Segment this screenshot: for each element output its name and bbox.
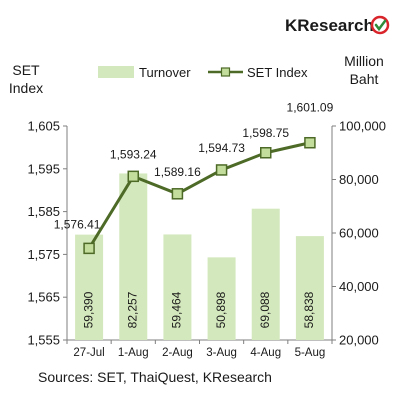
set-index-value-label: 1,594.73 xyxy=(198,141,245,155)
set-index-value-label: 1,589.16 xyxy=(154,165,201,179)
legend-swatch-set-index xyxy=(208,67,243,77)
x-tick-label: 4-Aug xyxy=(250,347,281,359)
bar-turnover xyxy=(163,234,192,340)
x-tick-label: 2-Aug xyxy=(162,347,193,359)
y-left-tick-label: 1,575 xyxy=(27,247,60,262)
y-left-label-2: Index xyxy=(9,80,43,96)
y-right-tick-label: 60,000 xyxy=(339,226,379,241)
set-index-marker xyxy=(83,242,95,255)
set-index-marker xyxy=(215,164,228,176)
bar-value-label: 58,838 xyxy=(302,291,316,328)
set-index-line xyxy=(87,141,311,250)
bar-value-label: 69,088 xyxy=(258,291,272,328)
y-right-tick-label: 20,000 xyxy=(339,333,379,348)
set-index-value-label: 1,598.75 xyxy=(242,126,289,140)
y-left-tick-label: 1,595 xyxy=(27,161,60,176)
bar-value-label: 82,257 xyxy=(125,291,139,328)
plot-area: 59,390 82,257 59,464 50,898 69,088 58,838 1,5… xyxy=(27,101,386,359)
y-right-tick-label: 100,000 xyxy=(339,119,386,134)
brand-logo: KResearch xyxy=(285,15,390,35)
y-left-tick-label: 1,555 xyxy=(27,333,60,348)
bar-value-label: 59,464 xyxy=(170,291,184,328)
set-index-marker xyxy=(304,136,316,149)
legend: Turnover SET Index xyxy=(98,65,308,80)
set-index-marker xyxy=(260,147,272,159)
y-right-tick-label: 40,000 xyxy=(339,279,379,294)
set-index-marker xyxy=(127,170,139,183)
bar-turnover xyxy=(295,236,324,340)
bar-turnover xyxy=(119,173,148,340)
legend-swatch-turnover xyxy=(98,66,134,78)
y-right-label-1: Million xyxy=(344,53,384,69)
set-index-marker xyxy=(171,188,184,200)
y-left-tick-label: 1,565 xyxy=(27,290,60,305)
x-tick-label: 3-Aug xyxy=(206,347,237,359)
y-left-label-1: SET xyxy=(12,62,40,78)
set-index-value-label: 1,601.09 xyxy=(287,101,334,115)
y-left-tick-label: 1,585 xyxy=(27,204,60,219)
legend-label-turnover: Turnover xyxy=(139,65,191,80)
brand-name: KResearch xyxy=(285,16,374,35)
y-right-tick-label: 80,000 xyxy=(339,172,379,187)
x-tick-label: 5-Aug xyxy=(295,347,326,359)
set-index-value-label: 1,576.41 xyxy=(54,217,101,231)
y-left-tick-label: 1,605 xyxy=(27,119,60,134)
x-tick-label: 27-Jul xyxy=(73,347,104,359)
bar-value-label: 50,898 xyxy=(214,291,228,328)
bar-value-label: 59,390 xyxy=(81,291,95,328)
x-tick-label: 1-Aug xyxy=(118,347,149,359)
bar-turnover xyxy=(207,257,236,340)
set-index-value-label: 1,593.24 xyxy=(110,147,157,161)
leaf-icon xyxy=(370,15,390,35)
bar-turnover xyxy=(251,208,280,340)
y-right-label-2: Baht xyxy=(350,71,379,87)
legend-label-set-index: SET Index xyxy=(247,65,308,80)
source-note: Sources: SET, ThaiQuest, KResearch xyxy=(38,369,272,385)
